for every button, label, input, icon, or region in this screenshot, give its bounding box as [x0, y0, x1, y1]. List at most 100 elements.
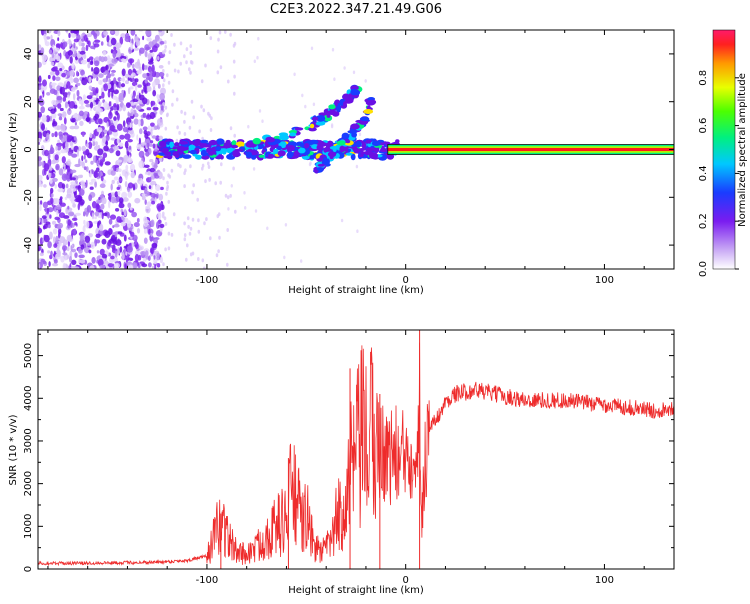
noise-blob: [71, 117, 76, 123]
noise-blob: [57, 181, 64, 189]
noise-blob: [71, 217, 78, 221]
noise-blob: [185, 60, 188, 65]
noise-blob: [73, 228, 77, 235]
noise-blob: [101, 211, 104, 220]
noise-blob: [109, 125, 116, 132]
noise-blob: [125, 102, 131, 108]
noise-blob: [78, 105, 85, 110]
noise-blob: [122, 104, 126, 112]
noise-blob: [164, 105, 168, 110]
noise-blob: [159, 256, 164, 264]
noise-blob: [53, 243, 58, 249]
noise-blob: [83, 166, 87, 171]
signal-blob: [365, 100, 376, 106]
noise-blob: [103, 101, 109, 110]
noise-blob: [234, 209, 237, 214]
noise-blob: [257, 36, 260, 41]
noise-blob: [207, 161, 210, 166]
noise-blob: [142, 257, 147, 262]
signal-blob: [216, 138, 225, 145]
noise-blob: [183, 221, 186, 226]
noise-blob: [154, 34, 160, 42]
noise-blob: [333, 77, 336, 81]
signal-blob: [234, 148, 243, 152]
noise-blob: [189, 164, 192, 169]
noise-blob: [149, 236, 155, 242]
noise-blob: [118, 219, 123, 223]
y-tick-label: 40: [23, 48, 34, 61]
signal-blob: [345, 152, 353, 156]
noise-blob: [148, 228, 151, 234]
noise-blob: [183, 54, 186, 59]
noise-blob: [95, 167, 100, 173]
noise-blob: [67, 50, 74, 56]
noise-blob: [79, 120, 84, 127]
noise-blob: [218, 235, 221, 240]
noise-blob: [117, 247, 120, 255]
noise-blob: [133, 112, 139, 118]
noise-blob: [101, 197, 107, 205]
noise-blob: [65, 183, 69, 189]
noise-blob: [73, 42, 76, 49]
x-tick-label: 0: [403, 275, 409, 286]
noise-blob: [102, 51, 107, 56]
signal-blob: [272, 148, 279, 154]
noise-blob: [59, 196, 63, 200]
noise-blob: [55, 76, 61, 82]
noise-blob: [98, 73, 104, 78]
noise-blob: [217, 212, 221, 217]
noise-blob: [68, 101, 76, 109]
noise-blob: [143, 84, 147, 93]
noise-blob: [152, 45, 158, 53]
x-tick-label: 100: [595, 575, 614, 586]
noise-blob: [94, 181, 97, 188]
noise-blob: [192, 183, 195, 188]
noise-blob: [121, 191, 128, 199]
noise-blob: [352, 70, 356, 75]
noise-blob: [159, 41, 165, 45]
noise-blob: [62, 132, 69, 137]
noise-blob: [104, 230, 111, 238]
noise-blob: [51, 159, 57, 165]
signal-blob: [336, 140, 346, 146]
noise-blob: [45, 212, 51, 221]
noise-blob: [183, 171, 186, 176]
colorbar: 0.0 0.2 0.4 0.6 0.8 Normalized spectral ampl…: [698, 29, 748, 277]
noise-blob: [57, 188, 64, 193]
noise-blob: [138, 119, 141, 127]
noise-blob: [127, 68, 133, 76]
noise-blob: [98, 197, 101, 200]
noise-blob: [127, 157, 133, 163]
noise-blob: [108, 78, 111, 83]
noise-blob: [60, 86, 65, 95]
noise-blob: [83, 99, 90, 104]
noise-blob: [183, 233, 187, 238]
noise-blob: [130, 30, 136, 36]
noise-blob: [284, 223, 288, 227]
noise-blob: [129, 58, 133, 66]
noise-blob: [66, 193, 72, 199]
noise-blob: [82, 133, 85, 137]
noise-blob: [83, 219, 86, 225]
noise-blob: [80, 42, 85, 47]
noise-blob: [85, 103, 91, 108]
noise-blob: [57, 30, 61, 37]
noise-blob: [190, 60, 194, 65]
signal-blob: [323, 147, 330, 154]
noise-blob: [145, 205, 150, 210]
noise-blob: [183, 184, 186, 189]
noise-blob: [202, 108, 206, 113]
noise-blob: [113, 83, 117, 91]
noise-blob: [129, 163, 136, 172]
noise-blob: [49, 71, 56, 76]
noise-blob: [103, 145, 109, 152]
noise-blob: [162, 211, 165, 216]
noise-blob: [90, 160, 94, 165]
noise-blob: [41, 114, 47, 123]
noise-blob: [138, 254, 142, 261]
noise-blob: [109, 214, 117, 220]
noise-blob: [134, 84, 138, 92]
noise-blob: [123, 234, 127, 242]
noise-blob: [96, 250, 100, 254]
